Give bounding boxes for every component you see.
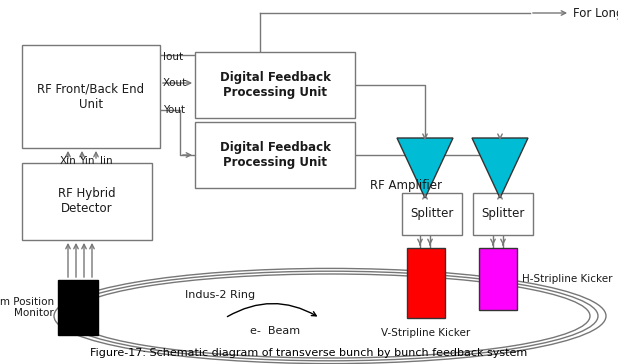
Bar: [22, 163, 152, 240]
Text: Beam Position
Monitor: Beam Position Monitor: [0, 297, 54, 318]
Text: Iout: Iout: [163, 52, 183, 62]
Bar: [479, 248, 517, 310]
Bar: [58, 280, 98, 335]
Text: V-Stripline Kicker: V-Stripline Kicker: [381, 328, 471, 338]
Text: RF Hybrid
Detector: RF Hybrid Detector: [58, 187, 116, 215]
Text: Yin: Yin: [79, 156, 95, 166]
Polygon shape: [397, 138, 453, 198]
Text: For Longitudinal Feedback: For Longitudinal Feedback: [573, 7, 618, 20]
Text: Indus-2 Ring: Indus-2 Ring: [185, 290, 255, 300]
Text: Splitter: Splitter: [410, 207, 454, 221]
Text: Digital Feedback
Processing Unit: Digital Feedback Processing Unit: [219, 141, 331, 169]
Text: Splitter: Splitter: [481, 207, 525, 221]
Bar: [195, 52, 355, 118]
Text: Xin: Xin: [59, 156, 77, 166]
Text: Figure-17: Schematic diagram of transverse bunch by bunch feedback system: Figure-17: Schematic diagram of transver…: [90, 348, 528, 358]
Text: Xout: Xout: [163, 78, 187, 88]
Text: H-Stripline Kicker: H-Stripline Kicker: [522, 274, 612, 284]
Text: RF Front/Back End
Unit: RF Front/Back End Unit: [38, 83, 145, 111]
Bar: [402, 193, 462, 235]
Text: Digital Feedback
Processing Unit: Digital Feedback Processing Unit: [219, 71, 331, 99]
Text: Yout: Yout: [163, 105, 185, 115]
Bar: [407, 248, 445, 318]
Text: Iin: Iin: [99, 156, 112, 166]
Bar: [22, 45, 160, 148]
Text: e-  Beam: e- Beam: [250, 326, 300, 336]
Polygon shape: [472, 138, 528, 198]
Text: RF Amplifier: RF Amplifier: [370, 178, 442, 191]
Bar: [473, 193, 533, 235]
Bar: [195, 122, 355, 188]
